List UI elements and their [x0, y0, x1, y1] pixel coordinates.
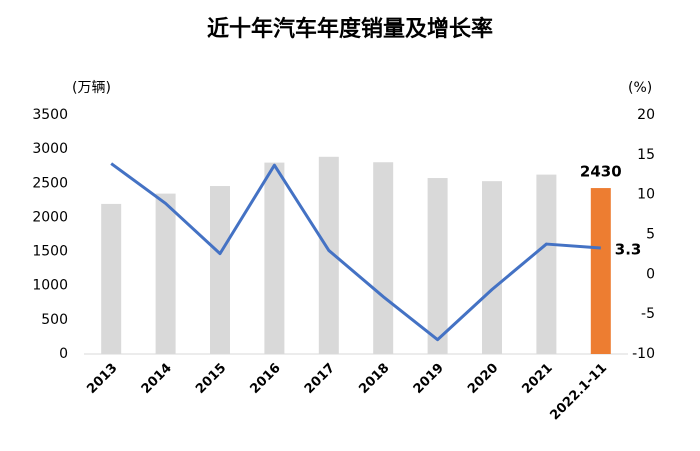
bar	[318, 156, 339, 354]
bar	[373, 162, 394, 354]
data-label: 2430	[580, 163, 622, 181]
bar	[482, 181, 502, 354]
y-tick-label: 0	[59, 346, 68, 362]
bar	[210, 186, 230, 354]
line	[110, 162, 601, 342]
y-tick-label: 2000	[32, 209, 68, 225]
y-tick-label: 1000	[32, 278, 68, 294]
bar	[427, 178, 448, 354]
y2-tick-label: 15	[637, 147, 655, 163]
bar	[101, 203, 122, 354]
data-label: 3.3	[615, 241, 642, 259]
y-tick-label: 2500	[32, 175, 68, 191]
x-tick-label: 2016	[248, 361, 284, 397]
bar	[590, 188, 611, 354]
y2-tick-label: -5	[641, 306, 655, 322]
bar	[536, 174, 557, 354]
y-tick-label: 3000	[32, 141, 68, 157]
y2-tick-label: 20	[637, 107, 655, 123]
x-tick-label: 2019	[411, 361, 447, 397]
y2-tick-label: 5	[646, 227, 655, 243]
x-tick-label: 2018	[356, 361, 392, 397]
x-tick-label: 2015	[193, 361, 229, 397]
chart-title: 近十年汽车年度销量及增长率	[207, 16, 493, 42]
x-tick-label: 2020	[465, 361, 501, 397]
y2-tick-label: -10	[632, 346, 655, 362]
y-tick-label: 3500	[32, 107, 68, 123]
y2-tick-label: 0	[646, 266, 655, 282]
y-tick-label: 500	[41, 312, 68, 328]
y-axis-label: (万辆)	[72, 80, 111, 96]
y2-axis-label: (%)	[628, 80, 652, 96]
x-tick-label: 2014	[139, 361, 175, 397]
bar	[155, 193, 176, 354]
y2-tick-label: 10	[637, 187, 655, 203]
y-tick-label: 1500	[32, 244, 68, 260]
x-tick-label: 2017	[302, 361, 338, 397]
bar	[264, 162, 285, 354]
x-tick-label: 2013	[84, 361, 120, 397]
x-tick-label: 2022.1-11	[547, 361, 610, 424]
x-tick-label: 2021	[520, 361, 556, 397]
